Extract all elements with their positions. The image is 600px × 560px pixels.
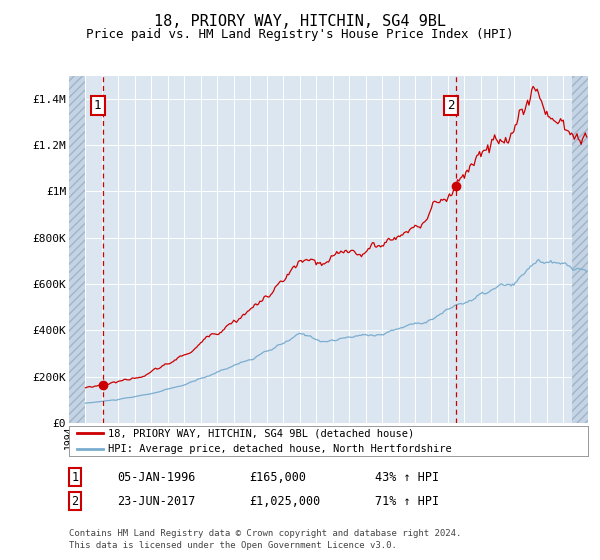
Text: 2: 2	[71, 494, 79, 508]
Text: This data is licensed under the Open Government Licence v3.0.: This data is licensed under the Open Gov…	[69, 541, 397, 550]
Text: 2: 2	[447, 99, 455, 112]
Text: £1,025,000: £1,025,000	[249, 494, 320, 508]
Text: 05-JAN-1996: 05-JAN-1996	[117, 470, 196, 484]
Text: 23-JUN-2017: 23-JUN-2017	[117, 494, 196, 508]
Bar	[572, 76, 588, 423]
Bar	[69, 76, 85, 423]
Bar	[69, 76, 85, 423]
Text: 1: 1	[94, 99, 101, 112]
Text: Price paid vs. HM Land Registry's House Price Index (HPI): Price paid vs. HM Land Registry's House …	[86, 28, 514, 41]
Text: 18, PRIORY WAY, HITCHIN, SG4 9BL: 18, PRIORY WAY, HITCHIN, SG4 9BL	[154, 14, 446, 29]
Text: 71% ↑ HPI: 71% ↑ HPI	[375, 494, 439, 508]
Bar	[572, 76, 588, 423]
Text: 43% ↑ HPI: 43% ↑ HPI	[375, 470, 439, 484]
Text: £165,000: £165,000	[249, 470, 306, 484]
Text: Contains HM Land Registry data © Crown copyright and database right 2024.: Contains HM Land Registry data © Crown c…	[69, 529, 461, 538]
Text: 18, PRIORY WAY, HITCHIN, SG4 9BL (detached house): 18, PRIORY WAY, HITCHIN, SG4 9BL (detach…	[108, 428, 414, 438]
Text: HPI: Average price, detached house, North Hertfordshire: HPI: Average price, detached house, Nort…	[108, 444, 452, 454]
Text: 1: 1	[71, 470, 79, 484]
